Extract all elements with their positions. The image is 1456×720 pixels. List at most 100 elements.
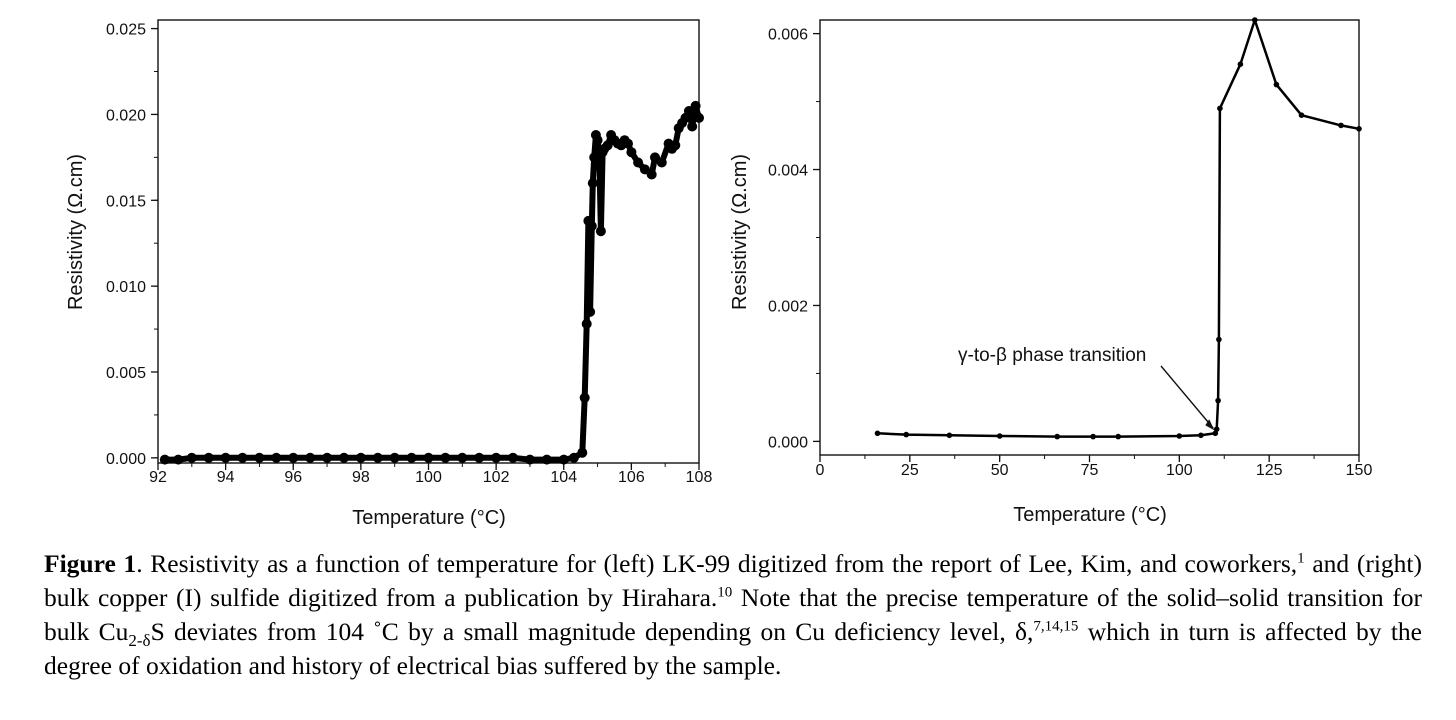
right-series-line [877, 18, 1360, 438]
right-data-point [1252, 17, 1258, 23]
right-data-point [1216, 336, 1222, 343]
left-data-point [633, 157, 644, 168]
right-data-point [1237, 61, 1244, 67]
left-plot-frame [157, 19, 700, 464]
left-data-point [577, 447, 588, 458]
chart-left: 92 94 96 98 100 102 104 106 108 0.000 0.005 0.010 0.… [65, 19, 713, 529]
left-data-point [237, 452, 248, 463]
left-data-point [690, 100, 701, 111]
left-data-point [305, 452, 316, 463]
left-data-point [372, 452, 383, 463]
left-y-tick-label: 0.020 [106, 107, 146, 124]
right-data-point [1273, 81, 1280, 88]
left-data-point [541, 454, 552, 465]
left-data-point [585, 306, 596, 317]
left-y-tick-label: 0.005 [106, 365, 146, 382]
right-data-point [996, 433, 1003, 439]
right-x-tick-label: 150 [1346, 462, 1373, 479]
caption-text-2: and (right) bulk copper (I) sulfide digi… [44, 549, 1422, 612]
left-data-point [186, 452, 197, 463]
right-annotation-arrowhead [1205, 419, 1215, 431]
left-y-tick-label: 0.015 [106, 193, 146, 210]
left-data-point [474, 452, 485, 463]
left-data-point [687, 121, 698, 132]
left-data-point [623, 138, 633, 149]
left-x-tick-label: 104 [550, 469, 577, 486]
left-data-point [220, 452, 231, 463]
left-series-line [164, 102, 702, 463]
left-x-tick-label: 96 [284, 469, 302, 486]
right-x-tick-label: 50 [991, 462, 1009, 479]
caption-ref-1: 1 [1297, 550, 1305, 567]
left-data-point [595, 226, 606, 237]
left-data-point [650, 152, 660, 163]
left-data-point [579, 392, 590, 403]
right-x-tick-label: 0 [816, 462, 825, 479]
left-data-point [288, 452, 299, 463]
left-data-point [491, 452, 502, 463]
left-x-tick-label: 102 [483, 469, 510, 486]
right-data-point [903, 431, 909, 438]
left-y-tick-label: 0.010 [106, 279, 146, 296]
left-data-point [524, 454, 535, 465]
left-data-point [587, 178, 598, 189]
right-data-point [1115, 433, 1121, 440]
right-y-tick-label: 0.000 [768, 434, 808, 451]
right-data-point [874, 430, 881, 437]
right-data-point [1217, 105, 1223, 112]
left-x-tick-label: 92 [149, 469, 167, 486]
left-data-point [423, 452, 434, 463]
left-data-point [339, 452, 349, 463]
right-data-point [1213, 426, 1220, 433]
left-data-point [592, 135, 603, 146]
caption-ref-2: 10 [717, 584, 733, 601]
left-data-point [508, 452, 518, 463]
right-y-tick-label: 0.006 [768, 27, 808, 44]
caption-text-4: S deviates from 104 ˚C by a small magnit… [150, 617, 1034, 646]
left-data-point [694, 112, 704, 123]
right-x-tick-label: 25 [901, 462, 919, 479]
right-data-point [1176, 433, 1183, 439]
left-data-point [440, 452, 451, 463]
left-data-point [602, 140, 613, 151]
right-data-point [946, 432, 953, 439]
caption-label: Figure 1 [44, 549, 137, 578]
left-data-point [646, 169, 657, 180]
left-data-point [173, 454, 184, 465]
right-annotation-text: γ-to-β phase transition [958, 345, 1146, 366]
left-data-point [568, 452, 579, 463]
left-x-axis-title: Temperature (°C) [352, 507, 506, 529]
right-data-point [1298, 112, 1305, 118]
right-data-point [1198, 432, 1204, 439]
left-x-tick-label: 106 [618, 469, 645, 486]
right-data-point [1338, 122, 1344, 129]
right-annotation-arrow [1160, 365, 1214, 429]
right-y-tick-label: 0.004 [768, 163, 808, 180]
right-y-axis-title: Resistivity (Ω.cm) [729, 154, 751, 310]
caption-ref-3: 7,14,15 [1033, 618, 1079, 635]
left-x-tick-label: 108 [686, 469, 713, 486]
figure-row: 92 94 96 98 100 102 104 106 108 0.000 0.005 0.010 0.… [65, 17, 1373, 529]
right-y-tick-label: 0.002 [768, 298, 808, 315]
figure-caption: Figure 1. Resistivity as a function of t… [44, 547, 1422, 683]
left-y-axis-title: Resistivity (Ω.cm) [65, 154, 87, 310]
left-x-tick-label: 98 [352, 469, 370, 486]
left-data-point [322, 452, 333, 463]
left-data-point [581, 318, 592, 329]
left-data-point [670, 140, 681, 151]
caption-text-3: Note that the precise temperature of the… [44, 583, 1422, 646]
right-data-point [1054, 433, 1060, 440]
right-data-point [1215, 397, 1221, 404]
right-x-tick-label: 75 [1081, 462, 1099, 479]
caption-subscript: 2-δ [128, 631, 151, 651]
left-y-tick-label: 0.025 [106, 22, 146, 39]
left-data-point [656, 157, 667, 168]
left-data-point [457, 452, 468, 463]
right-x-axis-title: Temperature (°C) [1013, 504, 1167, 526]
caption-text-1: . Resistivity as a function of temperatu… [136, 549, 1298, 578]
left-data-point [586, 221, 597, 231]
left-y-tick-label: 0.000 [106, 451, 146, 468]
left-data-point [639, 164, 650, 175]
caption-text-5: which in turn is affected by the degree … [44, 617, 1422, 680]
left-data-point [355, 452, 366, 463]
